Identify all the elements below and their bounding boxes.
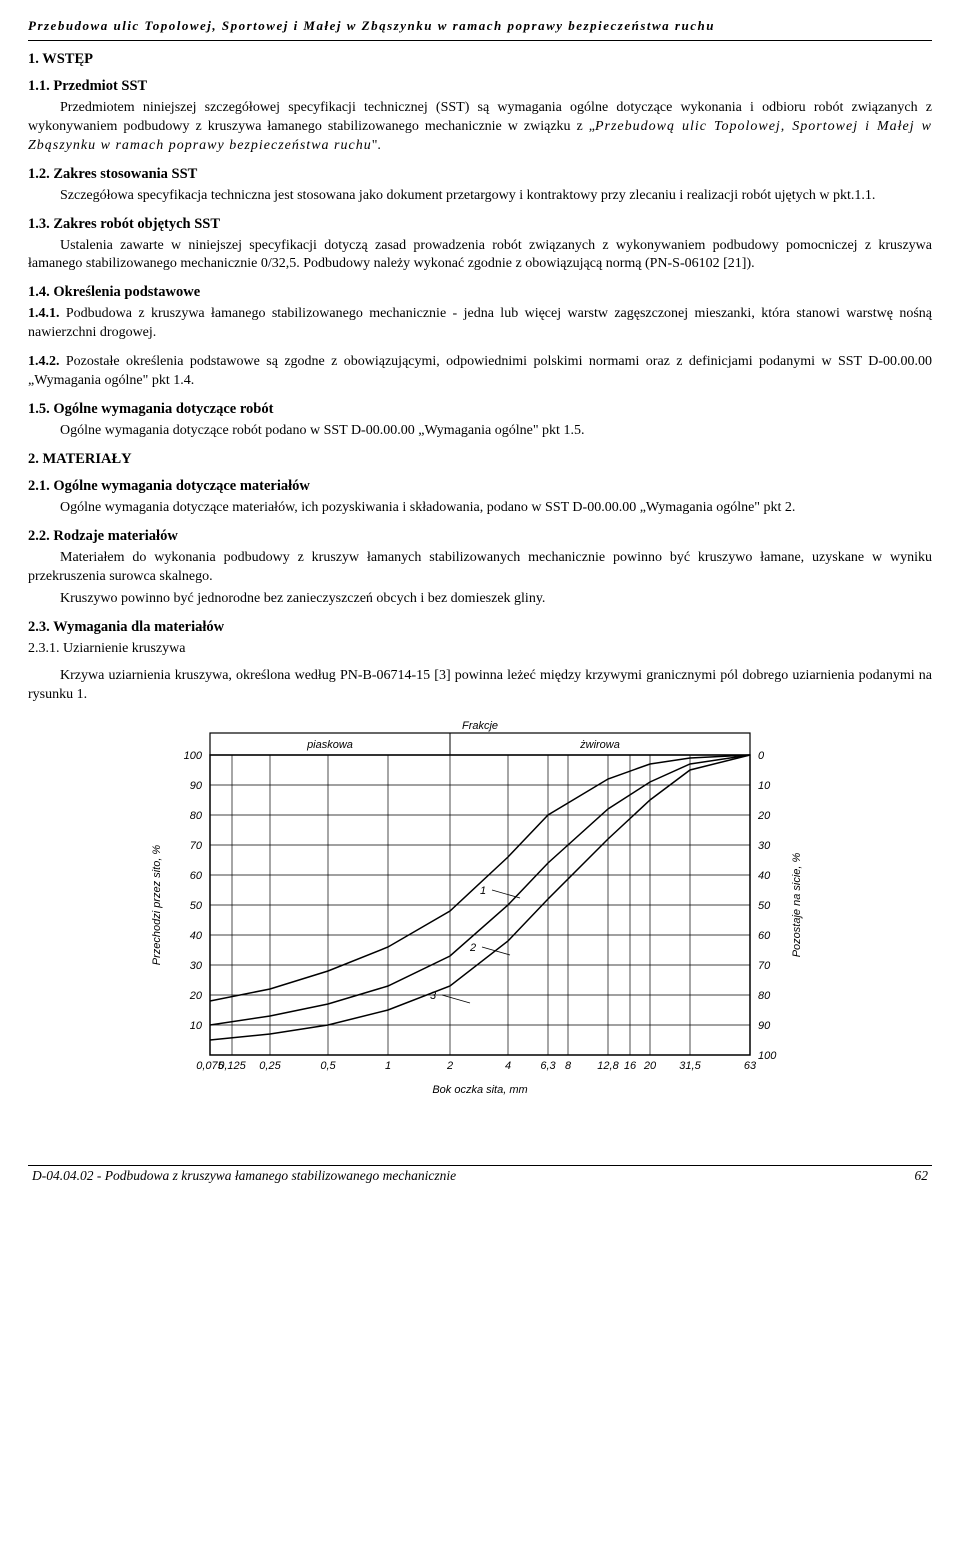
svg-text:63: 63 (744, 1060, 757, 1072)
svg-text:30: 30 (758, 840, 771, 852)
footer-page: 62 (915, 1168, 929, 1184)
svg-text:1: 1 (480, 885, 486, 897)
svg-text:Pozostaje na sicie, %: Pozostaje na sicie, % (791, 853, 803, 958)
section-1-4-title: 1.4. Określenia podstawowe (28, 284, 932, 301)
svg-text:50: 50 (758, 900, 771, 912)
svg-text:100: 100 (184, 750, 203, 762)
svg-text:90: 90 (758, 1020, 771, 1032)
svg-text:70: 70 (758, 960, 771, 972)
svg-text:20: 20 (189, 990, 203, 1002)
chart-svg: Frakcje piaskowa żwirowa 100 0 90 10 80 20 70 30 60… (140, 715, 820, 1135)
svg-text:10: 10 (190, 1020, 203, 1032)
p-1-1-b: ". (372, 138, 381, 153)
section-1-1-title: 1.1. Przedmiot SST (28, 78, 932, 95)
section-1-1-body: Przedmiotem niniejszej szczegółowej spec… (28, 99, 932, 156)
svg-text:0: 0 (758, 750, 765, 762)
section-2-title: 2. MATERIAŁY (28, 451, 932, 468)
section-1-2-title: 1.2. Zakres stosowania SST (28, 166, 932, 183)
section-2-1-body: Ogólne wymagania dotyczące materiałów, i… (28, 499, 932, 518)
svg-text:20: 20 (757, 810, 771, 822)
section-1-2-body: Szczegółowa specyfikacja techniczna jest… (28, 187, 932, 206)
svg-text:70: 70 (190, 840, 203, 852)
svg-text:0,25: 0,25 (259, 1060, 281, 1072)
footer: D-04.04.02 - Podbudowa z kruszywa łamane… (28, 1165, 932, 1184)
svg-text:40: 40 (190, 930, 203, 942)
lead-1-4-2: 1.4.2. (28, 354, 60, 369)
svg-text:31,5: 31,5 (679, 1060, 701, 1072)
lead-1-4-1: 1.4.1. (28, 306, 60, 321)
svg-text:Przechodzi przez sito, %: Przechodzi przez sito, % (151, 845, 163, 966)
svg-text:100: 100 (758, 1050, 777, 1062)
section-2-1-title: 2.1. Ogólne wymagania dotyczące materiał… (28, 478, 932, 495)
footer-text: D-04.04.02 - Podbudowa z kruszywa łamane… (32, 1168, 456, 1184)
svg-text:50: 50 (190, 900, 203, 912)
svg-text:2: 2 (469, 942, 476, 954)
svg-text:żwirowa: żwirowa (579, 739, 620, 751)
svg-text:2: 2 (446, 1060, 453, 1072)
section-2-3-1-body: Krzywa uziarnienia kruszywa, określona w… (28, 667, 932, 705)
section-2-2-body-1: Materiałem do wykonania podbudowy z krus… (28, 549, 932, 587)
svg-text:Bok oczka sita, mm: Bok oczka sita, mm (432, 1084, 527, 1096)
svg-text:piaskowa: piaskowa (306, 739, 353, 751)
section-1-5-body: Ogólne wymagania dotyczące robót podano … (28, 422, 932, 441)
svg-text:6,3: 6,3 (540, 1060, 556, 1072)
svg-text:20: 20 (643, 1060, 657, 1072)
svg-text:8: 8 (565, 1060, 572, 1072)
svg-text:80: 80 (758, 990, 771, 1002)
svg-text:4: 4 (505, 1060, 511, 1072)
svg-text:3: 3 (430, 990, 437, 1002)
svg-text:Frakcje: Frakcje (462, 720, 498, 732)
svg-text:1: 1 (385, 1060, 391, 1072)
svg-text:0,5: 0,5 (320, 1060, 336, 1072)
section-1-3-title: 1.3. Zakres robót objętych SST (28, 216, 932, 233)
footer-rule (28, 1165, 932, 1166)
svg-text:90: 90 (190, 780, 203, 792)
svg-text:60: 60 (758, 930, 771, 942)
svg-text:16: 16 (624, 1060, 637, 1072)
section-2-2-title: 2.2. Rodzaje materiałów (28, 528, 932, 545)
svg-text:30: 30 (190, 960, 203, 972)
svg-text:80: 80 (190, 810, 203, 822)
svg-text:40: 40 (758, 870, 771, 882)
svg-text:10: 10 (758, 780, 771, 792)
section-1-4-2-body: 1.4.2. Pozostałe określenia podstawowe s… (28, 353, 932, 391)
svg-text:60: 60 (190, 870, 203, 882)
header-project-title: Przebudowa ulic Topolowej, Sportowej i M… (28, 18, 932, 34)
text-1-4-2: Pozostałe określenia podstawowe są zgodn… (28, 354, 932, 388)
grading-chart: Frakcje piaskowa żwirowa 100 0 90 10 80 20 70 30 60… (28, 715, 932, 1135)
section-1-3-body: Ustalenia zawarte w niniejszej specyfika… (28, 237, 932, 275)
section-2-2-body-2: Kruszywo powinno być jednorodne bez zani… (28, 590, 932, 609)
section-1-title: 1. WSTĘP (28, 51, 932, 68)
header-rule (28, 40, 932, 41)
text-1-4-1: Podbudowa z kruszywa łamanego stabilizow… (28, 306, 932, 340)
section-2-3-1-title: 2.3.1. Uziarnienie kruszywa (28, 640, 932, 659)
svg-text:0,125: 0,125 (218, 1060, 246, 1072)
section-1-5-title: 1.5. Ogólne wymagania dotyczące robót (28, 401, 932, 418)
section-1-4-1-body: 1.4.1. Podbudowa z kruszywa łamanego sta… (28, 305, 932, 343)
section-2-3-title: 2.3. Wymagania dla materiałów (28, 619, 932, 636)
svg-text:12,8: 12,8 (597, 1060, 619, 1072)
